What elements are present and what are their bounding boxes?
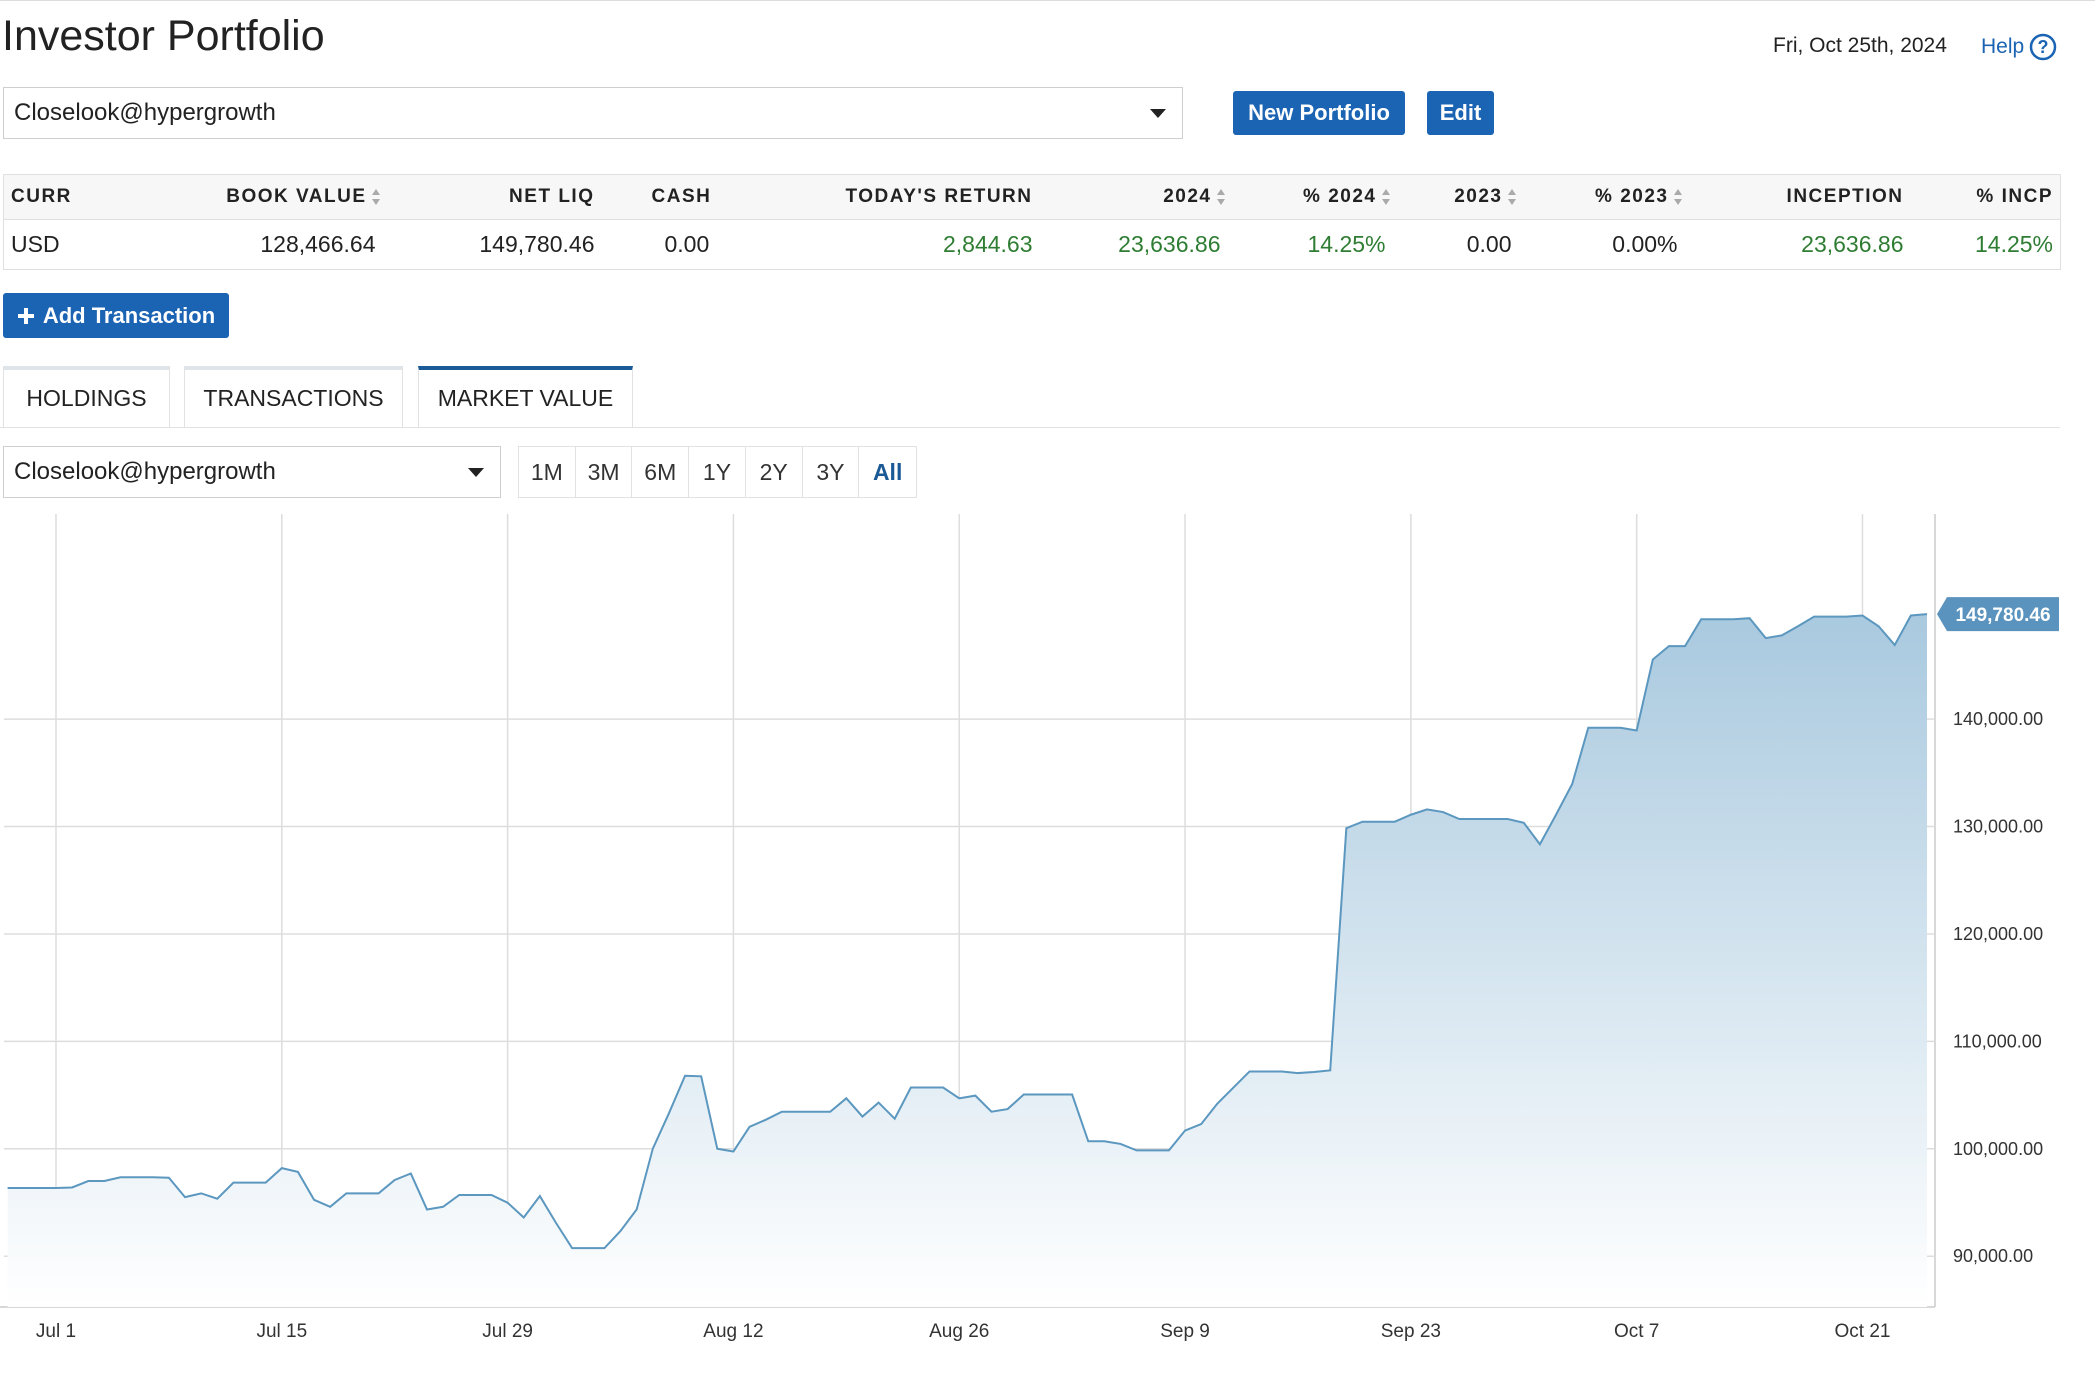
column-header-text: % 2023 bbox=[1595, 186, 1669, 207]
chart-select[interactable]: Closelook@hypergrowth bbox=[3, 446, 501, 498]
tab[interactable]: MARKET VALUE bbox=[418, 366, 633, 427]
column-header-text: % 2024 bbox=[1303, 186, 1377, 207]
chart-select-text[interactable]: Closelook@hypergrowth bbox=[14, 458, 276, 485]
cell: 2,844.63 bbox=[942, 231, 1033, 257]
range-button[interactable]: All bbox=[872, 458, 903, 485]
caret bbox=[1150, 109, 1166, 118]
y-tick-label: 110,000.00 bbox=[1953, 1031, 2042, 1051]
column-header: % 2024 bbox=[1232, 174, 1398, 220]
column-header-text: CASH bbox=[651, 186, 712, 207]
svg-text:?: ? bbox=[2038, 37, 2049, 57]
edit-button[interactable]: Edit bbox=[1427, 91, 1494, 135]
column-header: NET LIQ bbox=[387, 174, 602, 220]
x-tick-label: Sep 23 bbox=[1381, 1321, 1441, 1342]
cell: 0.00 bbox=[1466, 231, 1512, 257]
chart: 90,000.00 100,000.00 110,000.00 120,000.00 1… bbox=[0, 514, 2059, 1342]
x-tick-label: Aug 26 bbox=[929, 1321, 989, 1342]
x-tick-label: Aug 12 bbox=[703, 1321, 763, 1342]
y-tick-label: 130,000.00 bbox=[1953, 817, 2043, 837]
summary-table: CURR BOOK VALUE NET LIQ CASH TODAY'S RETURN 2… bbox=[3, 174, 2061, 270]
help-text[interactable]: Help bbox=[1981, 35, 2025, 58]
range-button[interactable]: 3M bbox=[576, 447, 633, 497]
sort-icon[interactable] bbox=[1507, 188, 1517, 206]
column-header: 2023 bbox=[1397, 174, 1524, 220]
column-header: 2024 bbox=[1039, 174, 1233, 220]
column-header-text: 2024 bbox=[1163, 186, 1212, 207]
range-button[interactable]: 2Y bbox=[746, 447, 803, 497]
tab[interactable]: TRANSACTIONS bbox=[184, 366, 403, 427]
page-title: Investor Portfolio bbox=[2, 12, 325, 60]
line bbox=[7, 613, 1928, 1250]
tab[interactable]: HOLDINGS bbox=[3, 366, 170, 427]
range-button[interactable]: 3Y bbox=[803, 447, 860, 497]
column-header: CURR bbox=[3, 174, 135, 220]
date: Fri, Oct 25th, 2024 bbox=[1773, 34, 1947, 57]
y-tick-label: 140,000.00 bbox=[1953, 709, 2043, 729]
column-header: % INCP bbox=[1910, 174, 2061, 220]
column-header-text: INCEPTION bbox=[1786, 186, 1904, 207]
caret bbox=[468, 468, 484, 477]
cell: 149,780.46 bbox=[479, 231, 595, 257]
help-icon[interactable]: ? bbox=[2029, 33, 2057, 61]
x-tick-label: Jul 29 bbox=[482, 1321, 533, 1342]
range-button[interactable]: 6M bbox=[632, 447, 690, 497]
portfolio-select-text[interactable]: Closelook@hypergrowth bbox=[14, 99, 276, 126]
sort-icon[interactable] bbox=[371, 188, 381, 206]
cell: 0.00 bbox=[664, 231, 710, 257]
column-header: TODAY'S RETURN bbox=[721, 174, 1040, 220]
column-header-text: BOOK VALUE bbox=[226, 186, 367, 207]
cell: 23,636.86 bbox=[1118, 231, 1221, 257]
column-header-text: % INCP bbox=[1976, 186, 2053, 207]
portfolio-select[interactable]: Closelook@hypergrowth bbox=[3, 87, 1183, 139]
sort-icon[interactable] bbox=[1381, 188, 1391, 206]
sort-icon[interactable] bbox=[1216, 188, 1226, 206]
column-header-text: TODAY'S RETURN bbox=[845, 186, 1033, 207]
column-header: BOOK VALUE bbox=[134, 174, 388, 220]
help-link[interactable]: Help ? bbox=[1981, 33, 2057, 61]
cell: 14.25% bbox=[1974, 231, 2053, 257]
add-transaction-text[interactable]: Add Transaction bbox=[42, 302, 216, 328]
new-portfolio-button[interactable]: New Portfolio bbox=[1233, 91, 1405, 135]
range-buttons: 1M 3M 6M 1Y 2Y 3Y All bbox=[518, 446, 917, 498]
x-tick-label: Jul 1 bbox=[36, 1321, 76, 1342]
header-row: CURR BOOK VALUE NET LIQ CASH TODAY'S RETURN 2… bbox=[3, 174, 2061, 220]
column-header: % 2023 bbox=[1523, 174, 1690, 220]
x-tick-label: Oct 21 bbox=[1834, 1321, 1890, 1342]
range-button[interactable]: 1Y bbox=[689, 447, 746, 497]
add-transaction-button[interactable]: Add Transaction bbox=[3, 293, 229, 338]
x-tick-label: Jul 15 bbox=[256, 1321, 307, 1342]
x-tick-label: Sep 9 bbox=[1160, 1321, 1210, 1342]
cell: 23,636.86 bbox=[1801, 231, 1904, 257]
y-tick-label: 100,000.00 bbox=[1953, 1139, 2043, 1159]
x-tick-label: Oct 7 bbox=[1614, 1321, 1659, 1342]
y-tick-label: 120,000.00 bbox=[1953, 924, 2043, 944]
area bbox=[7, 614, 1928, 1307]
column-header-text: CURR bbox=[11, 186, 72, 207]
column-header-text: 2023 bbox=[1454, 186, 1503, 207]
data-row: USD 128,466.64 149,780.46 0.00 2,844.63 23,63… bbox=[4, 220, 2061, 270]
column-header: CASH bbox=[601, 174, 722, 220]
tab-rule bbox=[0, 427, 2060, 428]
column-header-text: NET LIQ bbox=[509, 186, 595, 207]
plus-icon bbox=[17, 307, 34, 324]
value-tag bbox=[1937, 597, 2059, 632]
column-header: INCEPTION bbox=[1689, 174, 1911, 220]
cell: USD bbox=[11, 231, 60, 257]
cell: 14.25% bbox=[1307, 231, 1386, 257]
cell: 128,466.64 bbox=[260, 231, 376, 257]
cell: 0.00% bbox=[1612, 231, 1678, 257]
range-button[interactable]: 1M bbox=[519, 447, 576, 497]
y-tick-label: 90,000.00 bbox=[1953, 1246, 2033, 1266]
value-tag-label: 149,780.46 bbox=[1955, 605, 2050, 626]
sort-icon[interactable] bbox=[1673, 188, 1683, 206]
top-border bbox=[0, 0, 2095, 1]
